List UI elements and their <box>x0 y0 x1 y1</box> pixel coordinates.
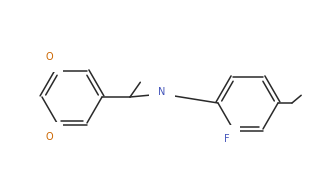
Text: N: N <box>158 87 166 96</box>
Text: F: F <box>224 134 230 144</box>
Text: O: O <box>45 52 53 62</box>
Text: H: H <box>158 80 166 90</box>
Text: O: O <box>45 132 53 142</box>
